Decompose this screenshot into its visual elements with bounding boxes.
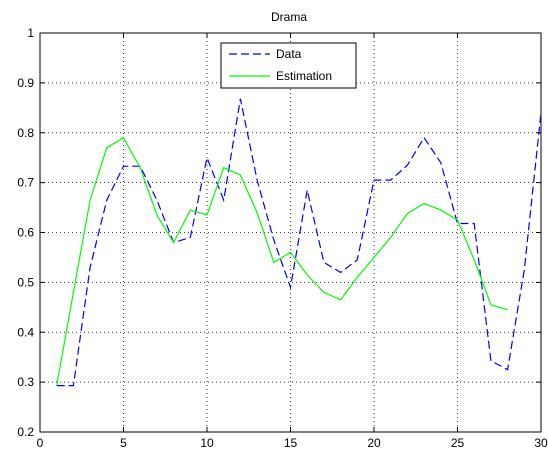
- x-tick-label: 30: [534, 436, 548, 450]
- x-tick-label: 15: [284, 436, 298, 450]
- x-tick-label: 10: [200, 436, 214, 450]
- plot-area-frame: [39, 32, 542, 433]
- chart-title: Drama: [271, 10, 307, 24]
- legend: Data Estimation: [220, 42, 357, 89]
- grid-layer: [40, 33, 541, 432]
- y-tick-label: 0.8: [17, 126, 34, 140]
- axes-layer: 0 5 10 15 20 25 30 0.2 0.3 0.4 0.5 0.6 0.7 0.8 0.9 1: [17, 26, 548, 450]
- x-tick-label: 25: [451, 436, 465, 450]
- legend-label-estimation: Estimation: [276, 69, 332, 83]
- x-tick-label: 5: [120, 436, 127, 450]
- y-tick-label: 0.2: [17, 425, 34, 439]
- y-tick-label: 0.5: [17, 275, 34, 289]
- y-tick-label: 0.7: [17, 176, 34, 190]
- series-layer: [56, 98, 542, 387]
- legend-label-data: Data: [276, 47, 302, 61]
- y-tick-label: 1: [27, 26, 34, 40]
- y-tick-label: 0.3: [17, 375, 34, 389]
- y-tick-label: 0.9: [17, 76, 34, 90]
- y-tick-label: 0.4: [17, 325, 34, 339]
- series-line-estimation: [56, 136, 508, 386]
- series-line-data: [56, 98, 542, 387]
- legend-box: [220, 42, 357, 89]
- x-tick-label: 20: [367, 436, 381, 450]
- y-tick-label: 0.6: [17, 226, 34, 240]
- x-tick-label: 0: [37, 436, 44, 450]
